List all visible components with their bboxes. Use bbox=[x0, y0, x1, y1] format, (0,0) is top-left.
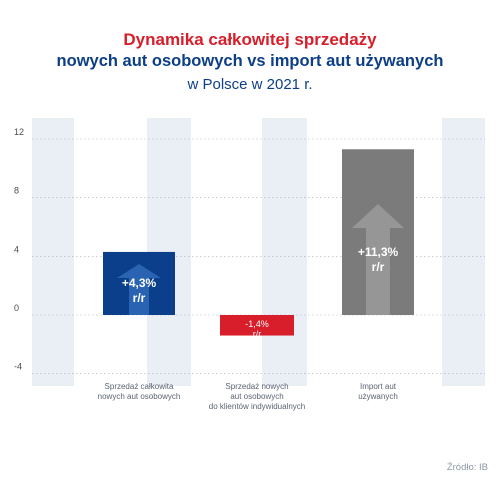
data-label-value: +4,3% bbox=[122, 276, 157, 290]
arrow-shaft-2 bbox=[366, 228, 390, 315]
data-label-value: -1,4% bbox=[245, 319, 269, 329]
y-tick-label: -4 bbox=[14, 362, 22, 372]
arrow-shaft-0 bbox=[129, 278, 149, 315]
y-tick-label: 0 bbox=[14, 303, 19, 313]
category-label: do klientów indywidualnych bbox=[209, 402, 306, 411]
category-label: Import aut bbox=[360, 382, 397, 391]
arrow-head-2 bbox=[352, 204, 404, 228]
background-stripe-0 bbox=[32, 118, 74, 386]
y-tick-label: 4 bbox=[14, 244, 19, 254]
arrow-head-0 bbox=[117, 264, 161, 278]
data-label-unit: r/r bbox=[253, 329, 262, 339]
data-label-unit: r/r bbox=[372, 260, 385, 274]
data-label-unit: r/r bbox=[133, 291, 146, 305]
category-label: nowych aut osobowych bbox=[98, 392, 181, 401]
background-stripe-3 bbox=[442, 118, 485, 386]
category-label: Sprzedaż całkowita bbox=[105, 382, 174, 391]
chart-subtitle: nowych aut osobowych vs import aut używa… bbox=[56, 52, 444, 70]
data-label-value: +11,3% bbox=[358, 245, 399, 259]
category-label: Sprzedaż nowych bbox=[225, 382, 288, 391]
background-stripe-2 bbox=[262, 118, 307, 386]
category-label: aut osobowych bbox=[230, 392, 283, 401]
y-tick-label: 12 bbox=[14, 127, 24, 137]
bar-1 bbox=[220, 315, 294, 336]
chart-subtitle-year: w Polsce w 2021 r. bbox=[187, 76, 313, 93]
category-label: używanych bbox=[358, 392, 398, 401]
chart-title: Dynamika całkowitej sprzedaży bbox=[123, 30, 377, 49]
y-tick-label: 8 bbox=[14, 186, 19, 196]
source-note: Źródło: IB bbox=[446, 462, 488, 473]
